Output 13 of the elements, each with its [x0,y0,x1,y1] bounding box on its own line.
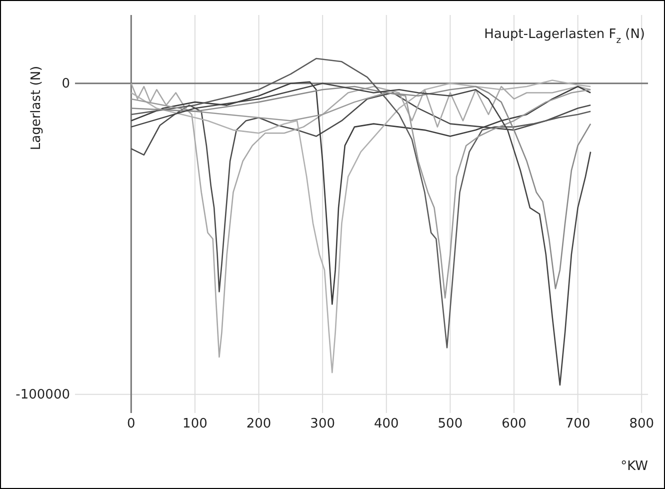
x-tick-label: 500 [438,416,463,432]
x-tick-label: 400 [374,416,399,432]
y-tick-label: -100000 [16,388,70,403]
x-tick-label: 200 [246,416,272,432]
x-tick-label: 600 [502,416,526,432]
y-axis-title: Lagerlast (N) [29,66,44,150]
text: Haupt-Lagerlasten F$_{z}$ (N) [484,27,645,46]
x-axis-title: °KW [620,459,648,474]
x-tick-label: 800 [629,416,654,432]
x-tick-label: 100 [182,416,208,432]
x-tick-label: 300 [310,416,335,432]
x-tick-label: 0 [127,416,136,432]
x-tick-label: 700 [565,416,590,432]
